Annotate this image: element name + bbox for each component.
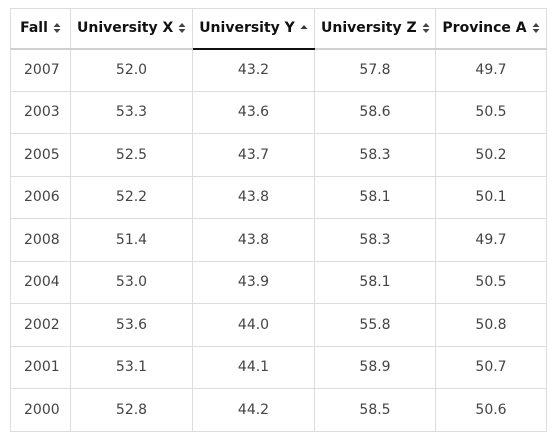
cell-province-a: 50.6 <box>435 388 547 432</box>
sort-both-icon <box>532 22 540 34</box>
table-row: 2006 52.2 43.8 58.1 50.1 <box>10 175 547 219</box>
cell-province-a: 50.5 <box>435 90 547 134</box>
data-table-container: Fall University X <box>10 8 547 434</box>
cell-province-a: 50.5 <box>435 260 547 304</box>
cell-university-z: 58.5 <box>314 388 436 432</box>
cell-university-x: 52.8 <box>70 388 193 432</box>
column-header-province-a[interactable]: Province A <box>435 8 547 50</box>
cell-university-z: 58.3 <box>314 218 436 262</box>
cell-fall: 2005 <box>10 133 71 177</box>
column-header-fall[interactable]: Fall <box>10 8 71 50</box>
cell-university-z: 58.6 <box>314 90 436 134</box>
sort-both-icon <box>53 22 61 34</box>
cell-university-x: 52.5 <box>70 133 193 177</box>
column-header-label: University Y <box>199 20 295 37</box>
cell-university-z: 58.3 <box>314 133 436 177</box>
column-header-label: University Z <box>321 20 417 37</box>
table-row: 2002 53.6 44.0 55.8 50.8 <box>10 303 547 347</box>
table-row: 2008 51.4 43.8 58.3 49.7 <box>10 218 547 262</box>
column-header-label: Fall <box>20 20 48 37</box>
header-row: Fall University X <box>10 8 547 50</box>
cell-university-y: 44.0 <box>192 303 315 347</box>
cell-province-a: 50.2 <box>435 133 547 177</box>
cell-fall: 2003 <box>10 90 71 134</box>
cell-university-z: 58.9 <box>314 345 436 389</box>
cell-university-y: 43.7 <box>192 133 315 177</box>
cell-province-a: 50.1 <box>435 175 547 219</box>
cell-university-x: 52.0 <box>70 48 193 92</box>
cell-fall: 2006 <box>10 175 71 219</box>
sort-ascending-icon <box>300 22 308 34</box>
table-header: Fall University X <box>10 8 547 50</box>
column-header-university-z[interactable]: University Z <box>314 8 436 50</box>
cell-province-a: 49.7 <box>435 218 547 262</box>
column-header-university-y[interactable]: University Y <box>192 8 315 50</box>
table-row: 2005 52.5 43.7 58.3 50.2 <box>10 133 547 177</box>
cell-university-z: 57.8 <box>314 48 436 92</box>
column-header-label: Province A <box>442 20 527 37</box>
cell-province-a: 49.7 <box>435 48 547 92</box>
cell-province-a: 50.8 <box>435 303 547 347</box>
table-body: 2007 52.0 43.2 57.8 49.7 2003 53.3 43.6 … <box>10 48 547 432</box>
cell-university-y: 43.9 <box>192 260 315 304</box>
sort-both-icon <box>178 22 186 34</box>
table-row: 2003 53.3 43.6 58.6 50.5 <box>10 90 547 134</box>
cell-university-x: 52.2 <box>70 175 193 219</box>
cell-university-y: 43.6 <box>192 90 315 134</box>
table-row: 2004 53.0 43.9 58.1 50.5 <box>10 260 547 304</box>
cell-university-y: 44.1 <box>192 345 315 389</box>
cell-university-y: 43.2 <box>192 48 315 92</box>
cell-university-z: 55.8 <box>314 303 436 347</box>
cell-province-a: 50.7 <box>435 345 547 389</box>
cell-fall: 2002 <box>10 303 71 347</box>
cell-university-z: 58.1 <box>314 260 436 304</box>
cell-university-x: 53.1 <box>70 345 193 389</box>
cell-fall: 2007 <box>10 48 71 92</box>
cell-university-x: 51.4 <box>70 218 193 262</box>
cell-university-x: 53.0 <box>70 260 193 304</box>
column-header-university-x[interactable]: University X <box>70 8 193 50</box>
cell-fall: 2008 <box>10 218 71 262</box>
sort-both-icon <box>422 22 430 34</box>
cell-university-x: 53.3 <box>70 90 193 134</box>
table-row: 2000 52.8 44.2 58.5 50.6 <box>10 388 547 432</box>
cell-university-y: 44.2 <box>192 388 315 432</box>
cell-fall: 2004 <box>10 260 71 304</box>
cell-university-y: 43.8 <box>192 175 315 219</box>
table-row: 2001 53.1 44.1 58.9 50.7 <box>10 345 547 389</box>
cell-university-x: 53.6 <box>70 303 193 347</box>
data-table: Fall University X <box>10 8 547 432</box>
table-row: 2007 52.0 43.2 57.8 49.7 <box>10 48 547 92</box>
cell-university-z: 58.1 <box>314 175 436 219</box>
cell-fall: 2001 <box>10 345 71 389</box>
column-header-label: University X <box>77 20 174 37</box>
cell-university-y: 43.8 <box>192 218 315 262</box>
cell-fall: 2000 <box>10 388 71 432</box>
